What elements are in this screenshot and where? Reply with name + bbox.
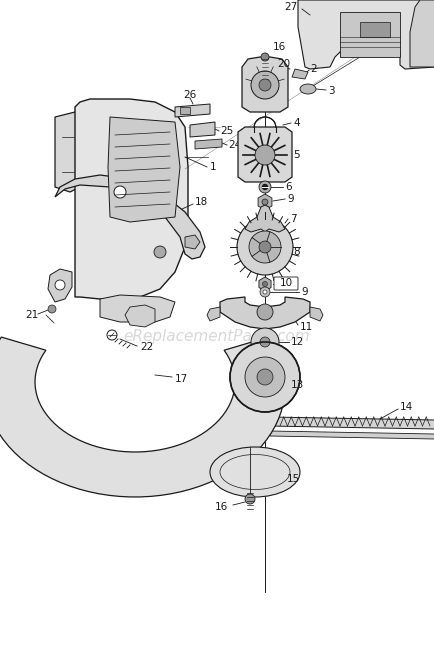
Text: 3: 3 bbox=[327, 86, 334, 96]
Polygon shape bbox=[194, 139, 221, 149]
Polygon shape bbox=[100, 295, 174, 322]
Text: 14: 14 bbox=[399, 402, 412, 412]
Polygon shape bbox=[297, 0, 434, 69]
Circle shape bbox=[244, 357, 284, 397]
FancyBboxPatch shape bbox=[273, 277, 297, 290]
Text: 21: 21 bbox=[25, 310, 38, 320]
Text: 6: 6 bbox=[284, 182, 291, 192]
Circle shape bbox=[261, 199, 267, 205]
Circle shape bbox=[250, 71, 278, 99]
Text: 9: 9 bbox=[286, 194, 293, 204]
Text: 13: 13 bbox=[290, 380, 303, 390]
Polygon shape bbox=[190, 122, 214, 137]
Polygon shape bbox=[207, 307, 220, 321]
Polygon shape bbox=[55, 175, 204, 259]
Circle shape bbox=[154, 246, 166, 258]
Text: 15: 15 bbox=[286, 474, 299, 484]
Bar bbox=[339, 12, 399, 57]
Circle shape bbox=[262, 184, 267, 190]
Circle shape bbox=[260, 53, 268, 61]
Polygon shape bbox=[220, 297, 309, 329]
Text: 18: 18 bbox=[194, 197, 208, 207]
Text: 10: 10 bbox=[279, 278, 292, 288]
Text: 17: 17 bbox=[174, 374, 188, 384]
Polygon shape bbox=[258, 277, 270, 291]
Text: 20: 20 bbox=[276, 59, 289, 69]
Text: 22: 22 bbox=[140, 342, 153, 352]
Polygon shape bbox=[241, 57, 287, 112]
Polygon shape bbox=[291, 69, 307, 79]
Circle shape bbox=[114, 186, 126, 198]
Ellipse shape bbox=[210, 447, 299, 497]
Text: 27: 27 bbox=[284, 2, 297, 12]
Text: 25: 25 bbox=[220, 126, 233, 136]
Circle shape bbox=[260, 287, 270, 297]
Circle shape bbox=[248, 231, 280, 263]
Text: 5: 5 bbox=[293, 150, 299, 160]
Text: 1: 1 bbox=[210, 162, 216, 172]
Polygon shape bbox=[270, 417, 434, 429]
Polygon shape bbox=[125, 305, 155, 327]
Circle shape bbox=[258, 79, 270, 91]
Circle shape bbox=[244, 494, 254, 504]
Polygon shape bbox=[270, 431, 434, 439]
Text: 4: 4 bbox=[293, 118, 299, 128]
Circle shape bbox=[48, 305, 56, 313]
Text: 24: 24 bbox=[227, 140, 241, 150]
Polygon shape bbox=[244, 205, 284, 232]
Circle shape bbox=[254, 145, 274, 165]
Circle shape bbox=[237, 219, 293, 275]
Polygon shape bbox=[0, 337, 284, 497]
Text: 8: 8 bbox=[293, 247, 299, 257]
Polygon shape bbox=[108, 117, 180, 222]
Circle shape bbox=[260, 337, 270, 347]
Circle shape bbox=[262, 281, 267, 287]
Polygon shape bbox=[174, 104, 210, 117]
Text: 26: 26 bbox=[183, 90, 196, 100]
Polygon shape bbox=[309, 307, 322, 321]
Circle shape bbox=[256, 369, 273, 385]
Polygon shape bbox=[409, 0, 434, 67]
Circle shape bbox=[256, 304, 273, 320]
Polygon shape bbox=[237, 127, 291, 182]
Text: eReplacementParts.com: eReplacementParts.com bbox=[123, 329, 309, 344]
Bar bbox=[359, 22, 389, 37]
Polygon shape bbox=[48, 269, 72, 302]
Polygon shape bbox=[75, 99, 187, 299]
Circle shape bbox=[258, 181, 270, 193]
Circle shape bbox=[263, 290, 266, 294]
Text: 9: 9 bbox=[300, 287, 307, 297]
Polygon shape bbox=[184, 235, 200, 249]
Circle shape bbox=[55, 280, 65, 290]
Polygon shape bbox=[55, 112, 80, 192]
Text: 7: 7 bbox=[289, 214, 296, 224]
Circle shape bbox=[250, 328, 278, 356]
Text: 2: 2 bbox=[309, 64, 316, 74]
Circle shape bbox=[258, 241, 270, 253]
Bar bbox=[180, 107, 190, 114]
Text: 11: 11 bbox=[299, 322, 312, 332]
Circle shape bbox=[230, 342, 299, 412]
Ellipse shape bbox=[299, 84, 315, 94]
Text: 16: 16 bbox=[273, 42, 286, 52]
Polygon shape bbox=[257, 194, 271, 210]
Text: 12: 12 bbox=[290, 337, 303, 347]
Text: 16: 16 bbox=[214, 502, 228, 512]
